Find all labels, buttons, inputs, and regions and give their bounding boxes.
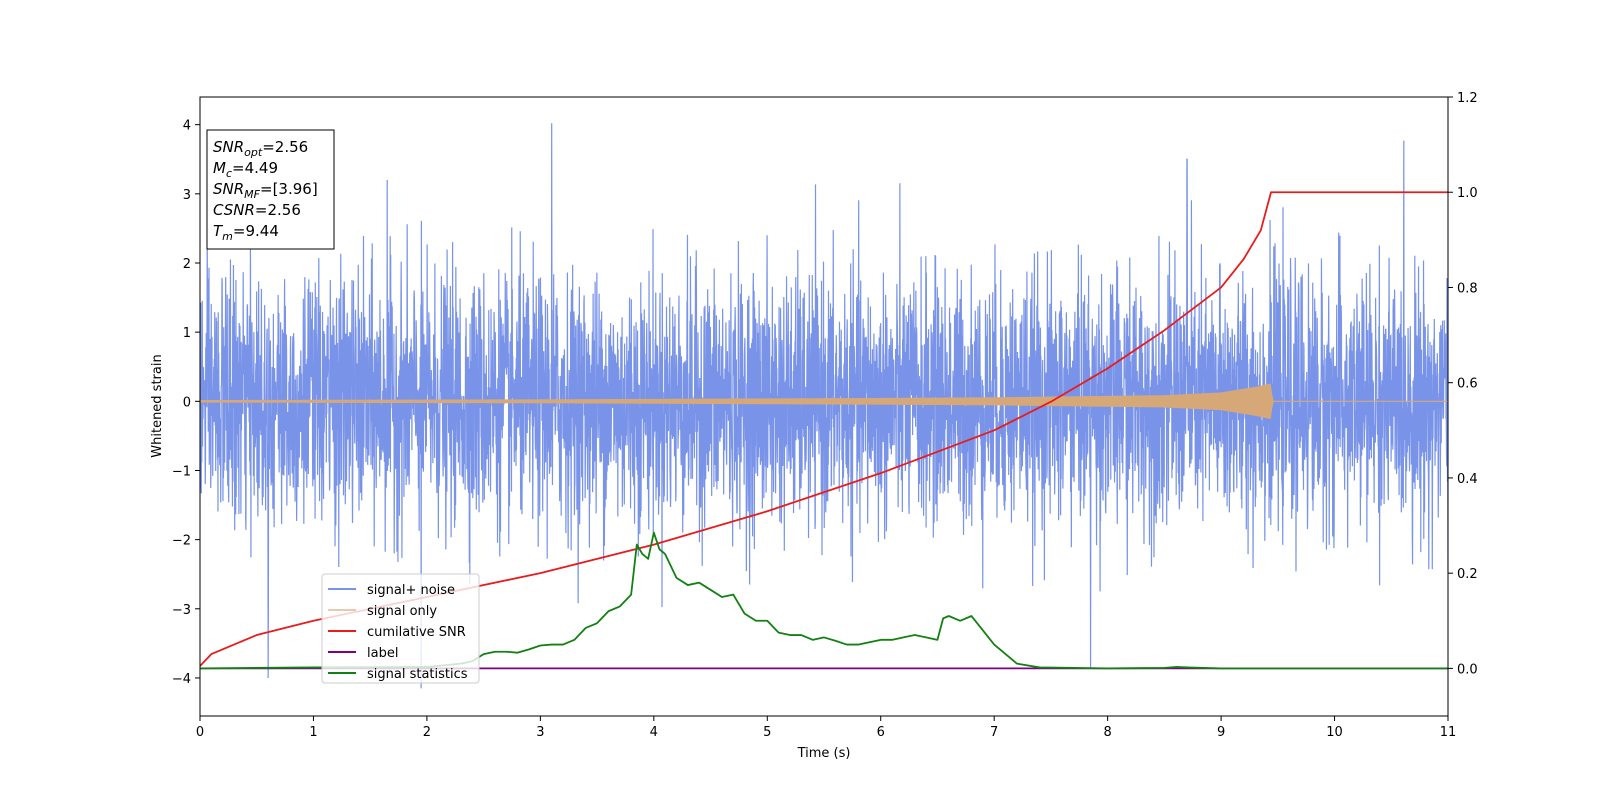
y-right-tick-label: 0.6 [1457, 377, 1478, 392]
x-tick-label: 0 [196, 725, 204, 740]
series-cumulative-snr-line [200, 191, 1448, 667]
x-axis-label: Time (s) [797, 746, 851, 761]
annotation-line: SNRopt=2.56 [213, 138, 308, 159]
y-left-tick-label: 1 [183, 326, 191, 341]
annotation-line: CSNR=2.56 [213, 201, 301, 219]
legend-label: signal only [367, 604, 437, 619]
legend-label: label [367, 646, 398, 661]
y-left-tick-label: 4 [183, 119, 191, 134]
series-signal-only-line [200, 383, 1448, 420]
y-right-tick-label: 0.4 [1457, 472, 1478, 487]
x-tick-label: 9 [1217, 725, 1225, 740]
annotation-line: SNRMF=[3.96] [213, 180, 318, 201]
y-left-tick-label: 2 [183, 257, 191, 272]
y-right-tick-label: 0.0 [1457, 662, 1478, 677]
x-tick-label: 7 [990, 725, 998, 740]
plot-frame [199, 96, 1449, 717]
y-right-tick-label: 0.8 [1457, 281, 1478, 296]
legend-label: signal statistics [367, 667, 468, 682]
x-tick-label: 8 [1103, 725, 1111, 740]
series-signal-statistics-line [200, 531, 1448, 670]
y-left-tick-label: −2 [172, 534, 191, 549]
y-left-tick-label: −4 [172, 672, 191, 687]
y-axis-label: Whitened strain [150, 354, 165, 457]
y-right-tick-label: 1.0 [1457, 186, 1478, 201]
legend-label: signal+ noise [367, 583, 455, 598]
x-tick-label: 3 [536, 725, 544, 740]
legend-label: cumilative SNR [367, 625, 466, 640]
y-left-tick-label: 3 [183, 188, 191, 203]
y-left-tick-label: 0 [183, 395, 191, 410]
x-tick-label: 1 [309, 725, 317, 740]
y-left-tick-label: −1 [172, 464, 191, 479]
axes-layer: 0 1 2 3 4 5 6 7 8 9 10 11 −4 −3 −2 −1 0 1 2 3 4 0.0 0.2 0.4 0.6 0… [172, 91, 1478, 740]
legend: signal+ noise signal only cumilative SNR la… [321, 573, 480, 684]
annotation-frame [206, 129, 335, 250]
annotation-line: Tm=9.44 [213, 222, 279, 243]
y-right-tick-label: 1.2 [1457, 91, 1478, 106]
x-tick-label: 10 [1326, 725, 1343, 740]
y-right-tick-label: 0.2 [1457, 567, 1478, 582]
x-tick-label: 6 [877, 725, 885, 740]
legend-frame [321, 573, 480, 684]
x-tick-label: 2 [423, 725, 431, 740]
x-tick-label: 5 [763, 725, 771, 740]
y-left-tick-label: −3 [172, 603, 191, 618]
x-tick-label: 11 [1440, 725, 1457, 740]
x-tick-label: 4 [650, 725, 658, 740]
annotation-line: Mc=4.49 [213, 159, 278, 180]
